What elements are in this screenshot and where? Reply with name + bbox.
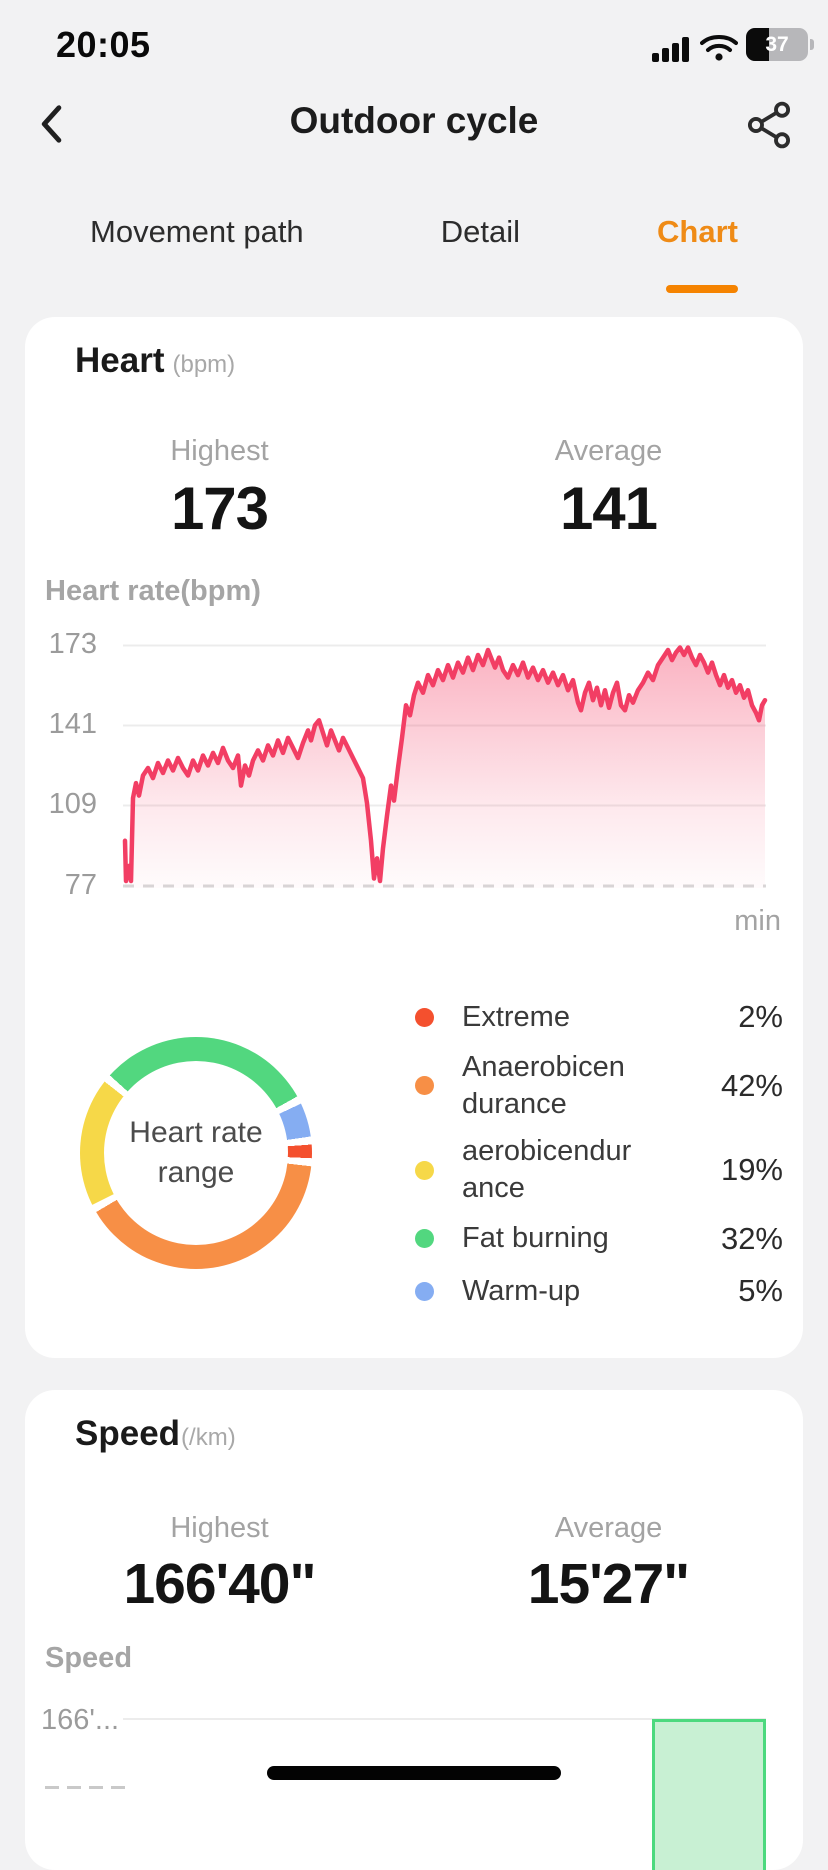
donut-center-line1: Heart rate <box>129 1116 263 1149</box>
donut-center-line2: range <box>157 1156 235 1189</box>
heart-highest-value: 173 <box>170 475 269 542</box>
speed-title-text: Speed <box>75 1414 181 1453</box>
heart-card-title: Heart (bpm) <box>75 341 235 381</box>
active-tab-underline <box>666 285 738 293</box>
tab-movement-path[interactable]: Movement path <box>90 212 304 252</box>
clipped-tick-label <box>45 1786 165 1790</box>
heart-average-stat: Average 141 <box>414 435 803 543</box>
heart-rate-line <box>122 645 768 884</box>
tab-detail[interactable]: Detail <box>441 212 520 252</box>
legend-label: Warm-up <box>462 1274 581 1307</box>
back-button[interactable] <box>28 98 80 150</box>
speed-highest-value: 166'40" <box>123 1552 316 1616</box>
heart-stats: Highest 173 Average 141 <box>25 435 803 543</box>
battery-cap <box>810 39 814 50</box>
heart-highest-stat: Highest 173 <box>25 435 414 543</box>
clock: 20:05 <box>56 24 151 65</box>
speed-stats: Highest 166'40" Average 15'27" <box>25 1512 803 1617</box>
legend-row-fat-burning: Fat burning 32% <box>415 1218 783 1260</box>
heart-rate-zone-legend: Extreme 2% Anaerobicen durance 42% aerob… <box>415 996 783 1312</box>
speed-average-label: Average <box>554 1512 663 1544</box>
legend-row-anaerobic: Anaerobicen durance 42% <box>415 1049 783 1123</box>
heart-rate-range-donut-chart <box>80 1037 312 1269</box>
speed-ytick: 166'... <box>41 1704 120 1736</box>
heart-ytick-77: 77 <box>64 869 97 901</box>
page-title: Outdoor cycle <box>289 100 539 141</box>
speed-bar <box>652 1719 766 1870</box>
heart-average-label: Average <box>554 435 663 467</box>
home-indicator[interactable] <box>267 1766 561 1780</box>
heart-highest-label: Highest <box>170 435 269 467</box>
battery-fill <box>746 28 769 61</box>
legend-label: aerobicendur ance <box>462 1135 632 1204</box>
share-icon <box>747 101 791 149</box>
heart-ytick-109: 109 <box>48 788 97 820</box>
heart-chart-axis-title: Heart rate(bpm) <box>45 575 261 607</box>
tab-bar: Movement path Detail Chart <box>0 212 828 252</box>
legend-value: 42% <box>720 1067 783 1103</box>
status-bar: 20:05 37 <box>0 0 828 88</box>
speed-highest-label: Highest <box>170 1512 269 1544</box>
heart-ytick-173: 173 <box>48 628 97 660</box>
battery-percent: 37 <box>765 32 789 56</box>
speed-card-title: Speed(/km) <box>75 1414 236 1454</box>
speed-highest-stat: Highest 166'40" <box>25 1512 414 1617</box>
heart-chart-x-unit: min <box>734 905 781 937</box>
warm-up-dot-icon <box>415 1281 434 1301</box>
speed-gridline <box>123 1718 766 1720</box>
legend-row-warm-up: Warm-up 5% <box>415 1270 783 1312</box>
heart-title-unit: (bpm) <box>172 351 236 378</box>
tab-chart[interactable]: Chart <box>657 212 738 252</box>
legend-row-extreme: Extreme 2% <box>415 996 783 1038</box>
extreme-dot-icon <box>415 1007 434 1027</box>
legend-value: 32% <box>720 1220 783 1256</box>
legend-value: 2% <box>738 999 783 1034</box>
heart-rate-line-chart <box>122 644 768 896</box>
header: Outdoor cycle <box>0 92 828 156</box>
wifi-icon <box>700 35 738 61</box>
legend-value: 5% <box>738 1273 783 1308</box>
heart-card: Heart (bpm) Highest 173 Average 141 Heart… <box>25 317 803 1358</box>
share-button[interactable] <box>742 98 796 152</box>
donut-center-label: Heart rate range <box>80 1113 312 1193</box>
aerobic-dot-icon <box>415 1160 434 1180</box>
legend-label: Anaerobicen durance <box>462 1050 625 1120</box>
speed-average-value: 15'27" <box>527 1552 690 1616</box>
cellular-signal-icon <box>652 36 692 62</box>
chevron-left-icon <box>41 105 62 143</box>
speed-title-unit: (/km) <box>181 1424 236 1451</box>
speed-chart-axis-title: Speed <box>45 1642 133 1674</box>
heart-rate-area-fill <box>125 647 765 888</box>
speed-average-stat: Average 15'27" <box>414 1512 803 1617</box>
heart-average-value: 141 <box>559 475 658 542</box>
legend-value: 19% <box>720 1152 783 1187</box>
legend-label: Fat burning <box>462 1222 609 1254</box>
battery-indicator: 37 <box>746 28 808 61</box>
heart-ytick-141: 141 <box>48 708 97 740</box>
anaerobic-dot-icon <box>415 1076 434 1095</box>
legend-row-aerobic: aerobicendur ance 19% <box>415 1133 783 1207</box>
speed-card: Speed(/km) Highest 166'40" Average 15'27… <box>25 1390 803 1870</box>
legend-label: Extreme <box>462 1000 570 1033</box>
fat-burning-dot-icon <box>415 1229 434 1248</box>
heart-title-text: Heart <box>75 341 165 380</box>
